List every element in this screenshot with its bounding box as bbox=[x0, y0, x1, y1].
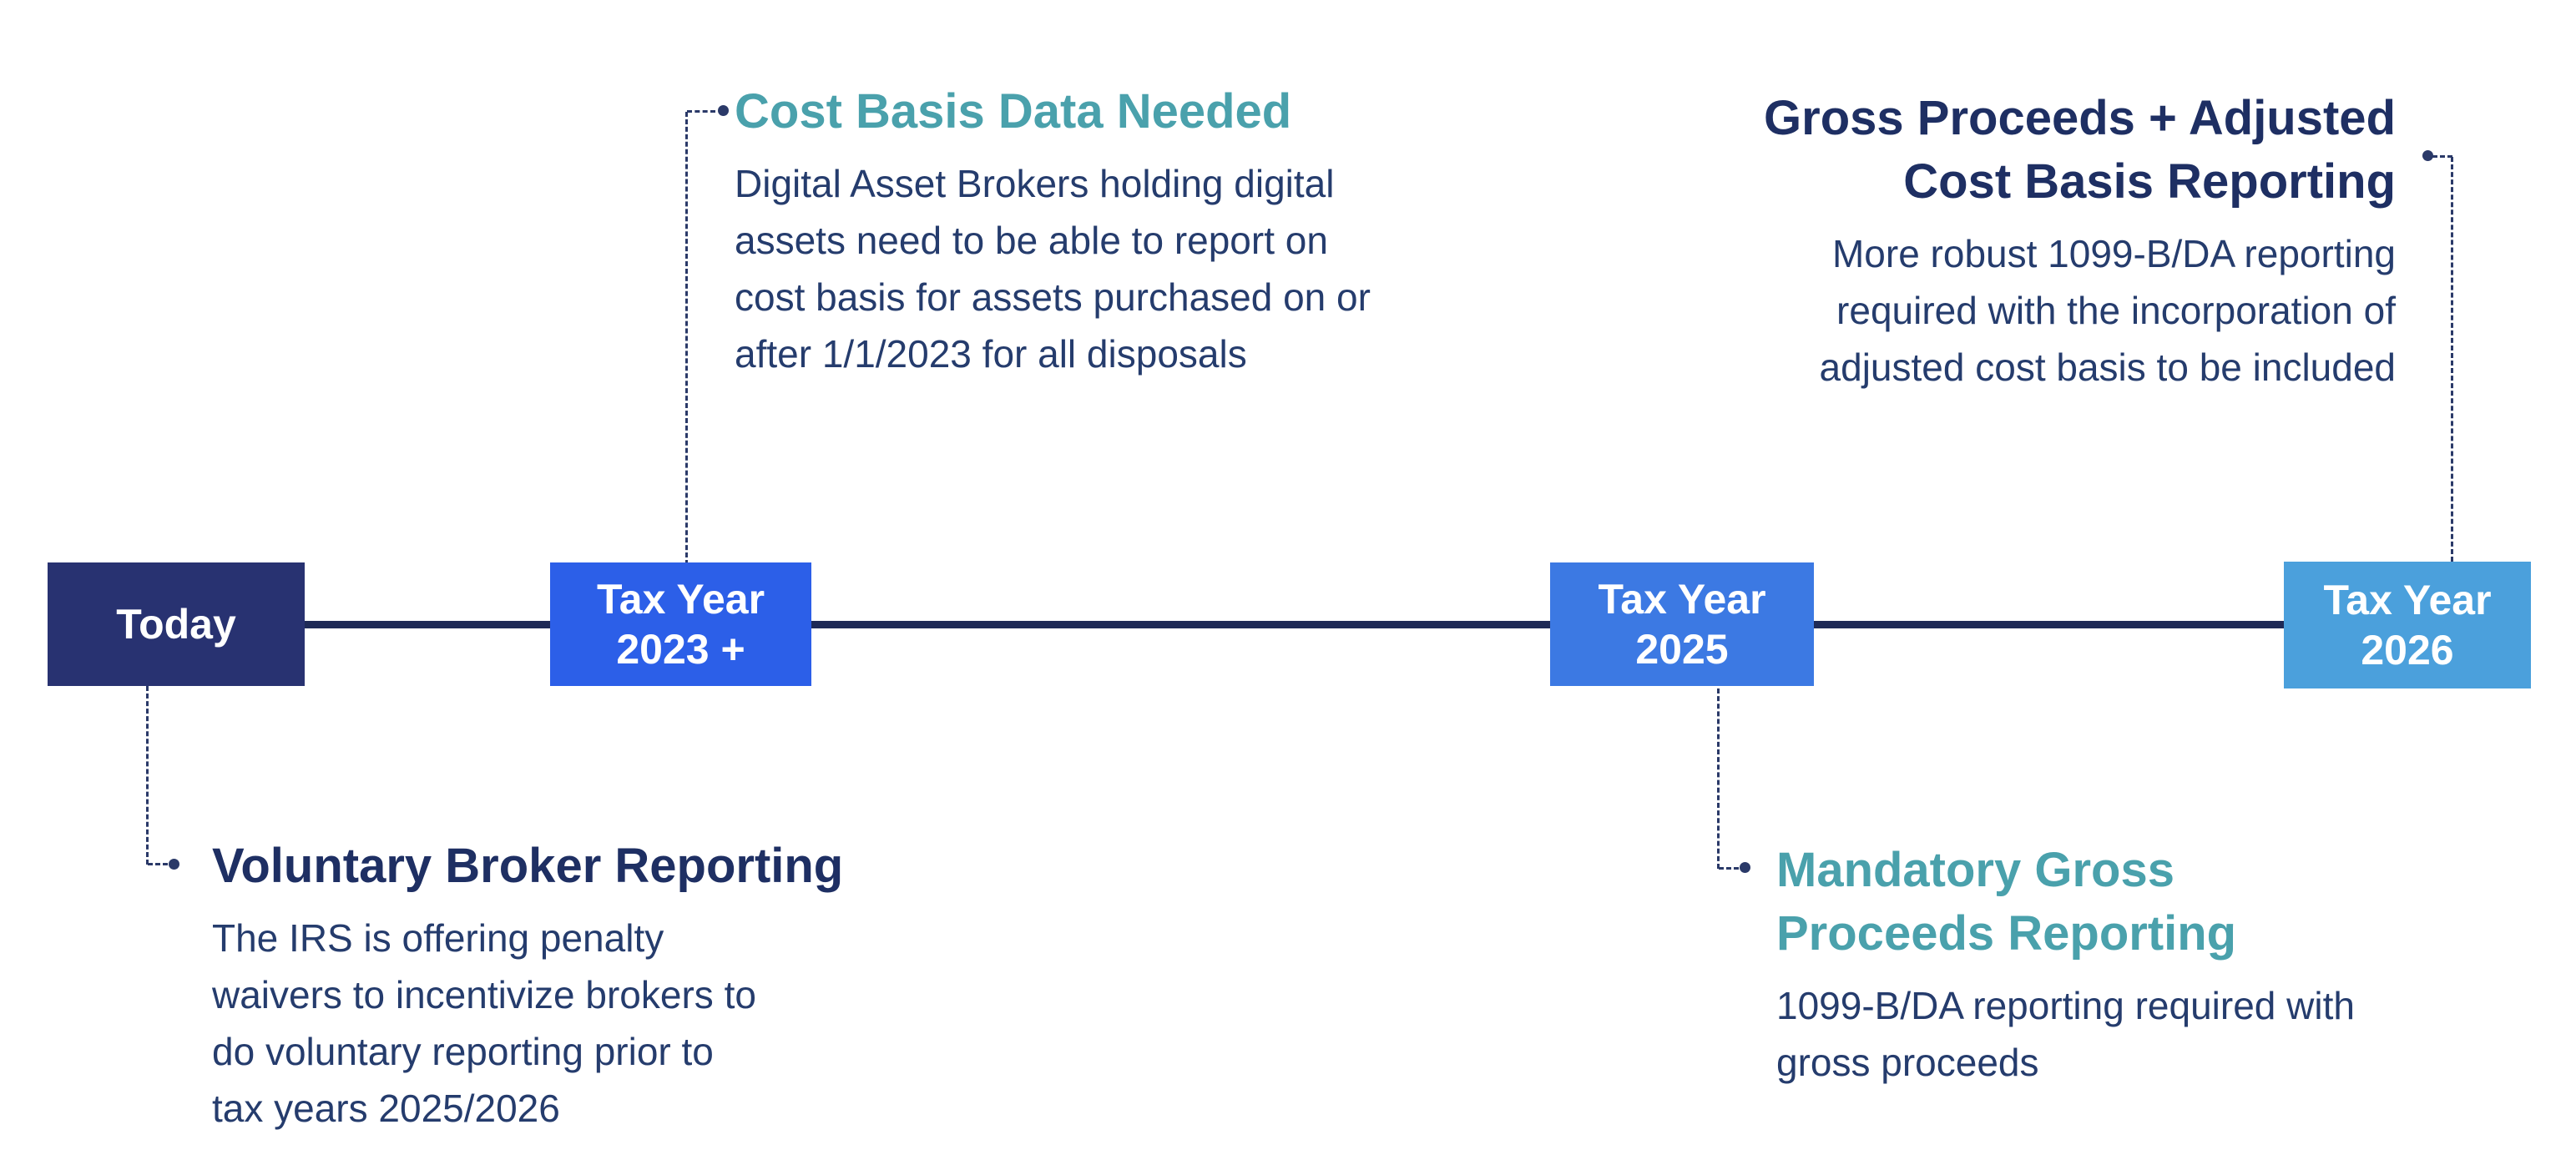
annotation-body: More robust 1099-B/DA reporting required… bbox=[1764, 225, 2396, 396]
node-label: 2025 bbox=[1635, 626, 1729, 673]
body-line: gross proceeds bbox=[1776, 1041, 2039, 1084]
connector-line-2023-horizontal bbox=[687, 110, 715, 113]
annotation-heading: Cost Basis Data Needed bbox=[735, 84, 1292, 139]
node-label: Tax Year bbox=[596, 576, 765, 623]
connector-line-2025-vertical bbox=[1717, 688, 1720, 869]
annotation-gross-adjusted: Gross Proceeds + Adjusted Cost Basis Rep… bbox=[1764, 87, 2396, 396]
timeline-node-tax-year-2023: Tax Year 2023 + bbox=[550, 562, 811, 686]
body-line: assets need to be able to report on bbox=[735, 219, 1328, 262]
annotation-body: 1099-B/DA reporting required with gross … bbox=[1776, 977, 2355, 1091]
connector-dot-2023 bbox=[718, 105, 729, 116]
connector-dot-today bbox=[169, 859, 179, 870]
heading-line: Gross Proceeds + Adjusted bbox=[1764, 91, 2396, 145]
body-line: The IRS is offering penalty bbox=[212, 916, 664, 960]
body-line: More robust 1099-B/DA reporting bbox=[1831, 232, 2396, 275]
body-line: do voluntary reporting prior to bbox=[212, 1030, 714, 1073]
annotation-voluntary: Voluntary Broker Reporting The IRS is of… bbox=[212, 835, 843, 1137]
body-line: 1099-B/DA reporting required with bbox=[1776, 984, 2355, 1027]
node-label: 2023 + bbox=[616, 626, 745, 673]
body-line: cost basis for assets purchased on or bbox=[735, 275, 1371, 319]
connector-dot-2025 bbox=[1740, 862, 1750, 873]
node-label: 2026 bbox=[2361, 627, 2454, 673]
timeline-node-tax-year-2025: Tax Year 2025 bbox=[1550, 562, 1814, 686]
node-label: Today bbox=[116, 601, 236, 648]
connector-line-2023-vertical bbox=[685, 112, 688, 565]
connector-line-today-horizontal bbox=[148, 863, 168, 865]
heading-line: Mandatory Gross bbox=[1776, 843, 2174, 897]
annotation-cost-basis: Cost Basis Data Needed Digital Asset Bro… bbox=[735, 80, 1371, 382]
body-line: Digital Asset Brokers holding digital bbox=[735, 162, 1335, 205]
connector-dot-2026 bbox=[2422, 150, 2433, 161]
annotation-body: Digital Asset Brokers holding digital as… bbox=[735, 155, 1371, 382]
timeline-node-today: Today bbox=[48, 562, 305, 686]
body-line: adjusted cost basis to be included bbox=[1819, 345, 2396, 389]
body-line: required with the incorporation of bbox=[1836, 289, 2396, 332]
connector-line-2026-vertical bbox=[2451, 157, 2453, 562]
annotation-body: The IRS is offering penalty waivers to i… bbox=[212, 910, 843, 1137]
connector-line-today-vertical bbox=[146, 686, 149, 865]
timeline-node-tax-year-2026: Tax Year 2026 bbox=[2284, 562, 2531, 688]
heading-line: Proceeds Reporting bbox=[1776, 906, 2237, 961]
body-line: waivers to incentivize brokers to bbox=[212, 973, 756, 1016]
connector-line-2025-horizontal bbox=[1719, 867, 1739, 870]
body-line: after 1/1/2023 for all disposals bbox=[735, 332, 1247, 376]
annotation-mandatory: Mandatory Gross Proceeds Reporting 1099-… bbox=[1776, 839, 2355, 1091]
connector-line-2026-horizontal bbox=[2432, 155, 2452, 158]
heading-line: Cost Basis Reporting bbox=[1903, 154, 2396, 209]
timeline-axis bbox=[92, 621, 2462, 628]
annotation-heading: Mandatory Gross Proceeds Reporting bbox=[1776, 839, 2355, 966]
body-line: tax years 2025/2026 bbox=[212, 1087, 560, 1130]
annotation-heading: Gross Proceeds + Adjusted Cost Basis Rep… bbox=[1764, 87, 2396, 214]
annotation-heading: Voluntary Broker Reporting bbox=[212, 839, 844, 893]
node-label: Tax Year bbox=[2323, 577, 2492, 623]
node-label: Tax Year bbox=[1598, 576, 1766, 623]
